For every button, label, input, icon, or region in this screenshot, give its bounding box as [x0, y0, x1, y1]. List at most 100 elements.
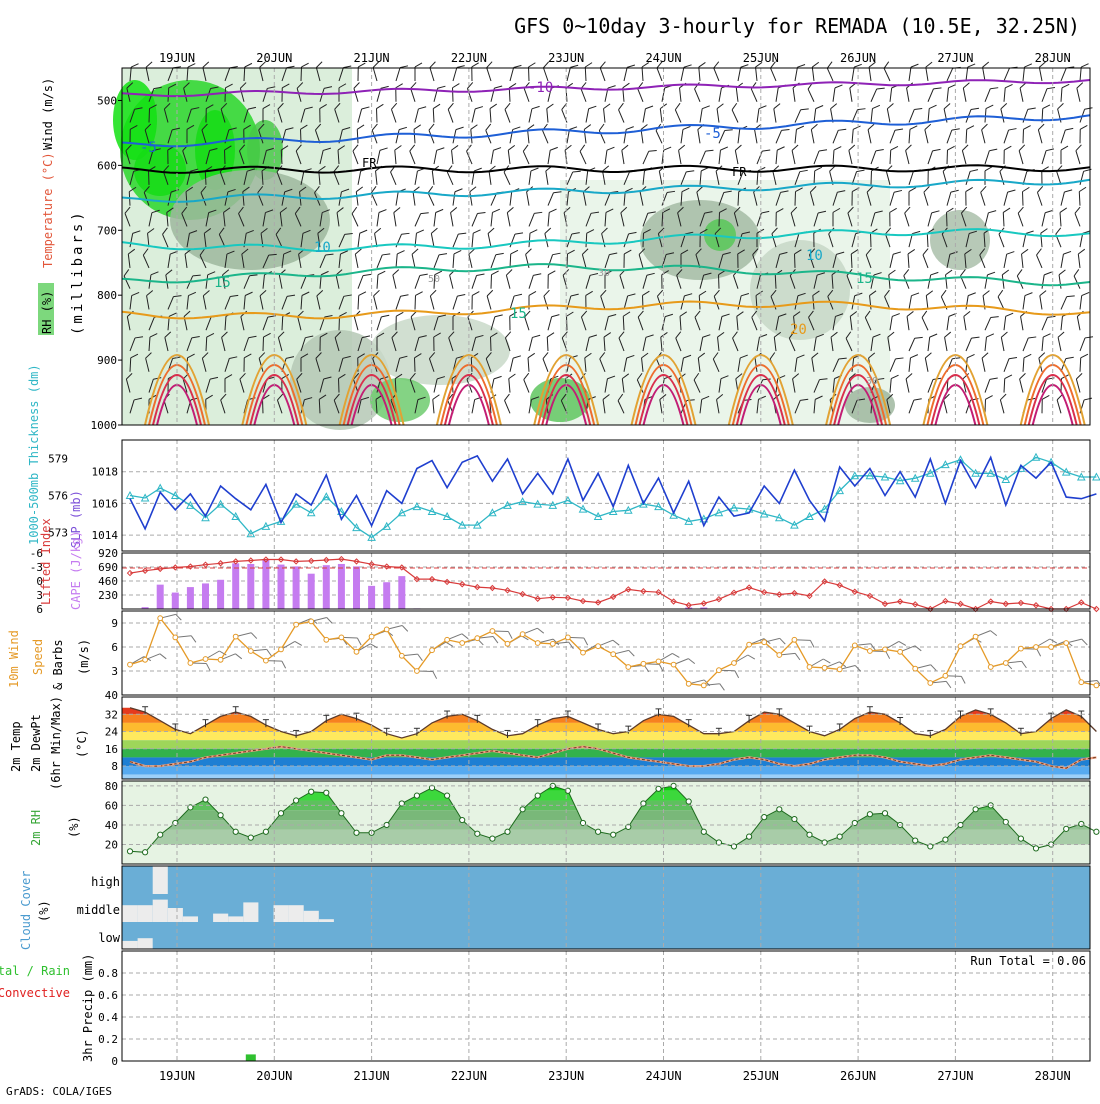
wind-speed-marker [324, 637, 329, 642]
temp-label-b: 2m DewPt [29, 714, 43, 772]
y-tick-label: 3 [111, 665, 118, 678]
y-tick-label: 6 [111, 641, 118, 654]
wind-speed-marker [218, 657, 223, 662]
rh-label: 2m RH [29, 810, 43, 846]
date-top-3: 22JUN [451, 51, 487, 65]
wind10-barb [915, 664, 936, 676]
wind-speed-marker [626, 665, 631, 670]
barb-flag [659, 664, 663, 671]
rh-marker [747, 834, 752, 839]
rh-marker [1003, 819, 1008, 824]
cape-bar [338, 564, 345, 609]
contour-label-15c: 15 [856, 271, 873, 287]
y-tick-label: 60 [105, 799, 118, 812]
precip-grid [122, 951, 1090, 1061]
wind10-grid [122, 611, 1090, 695]
rh-marker [701, 829, 706, 834]
cloud-block [138, 938, 153, 949]
barb-flag [429, 62, 437, 68]
wind-speed-marker [928, 681, 933, 686]
barb-flag [915, 644, 921, 652]
wind-speed-marker [173, 635, 178, 640]
wind10-barb [719, 670, 739, 678]
wind-speed-marker [1049, 645, 1054, 650]
barb-flag [629, 649, 635, 657]
wind-speed-marker [505, 641, 510, 646]
cape-bar [157, 585, 164, 609]
cape-bar [383, 582, 390, 609]
wind-speed-marker [656, 659, 661, 664]
barb-flag [886, 652, 890, 659]
barb-flag [418, 654, 423, 661]
y-tick-label: 900 [97, 354, 117, 367]
wind-speed-marker [807, 665, 812, 670]
rh-label-50: 50 [428, 274, 440, 285]
rh-marker [339, 811, 344, 816]
barb-flag [613, 639, 619, 647]
barb-flag [826, 62, 834, 69]
barb-flag [235, 652, 241, 660]
date-bottom-7: 26JUN [840, 1069, 876, 1083]
y-tick-label: 40 [105, 819, 118, 832]
y-tick-label: 920 [98, 547, 118, 560]
wind-speed-marker [399, 653, 404, 658]
cloud-tick-middle: middle [77, 903, 120, 917]
slp-frame [122, 440, 1090, 551]
barb-flag [584, 638, 588, 645]
date-top-7: 26JUN [840, 51, 876, 65]
cape-bar [323, 565, 330, 609]
cape-bar [398, 576, 405, 609]
wind-speed-marker [248, 649, 253, 654]
contour-label-fr: FR [362, 156, 377, 170]
y-tick-label: 9 [111, 617, 118, 630]
barb-flag [508, 632, 512, 639]
slp-line [130, 456, 1096, 529]
wind10-barb [810, 657, 831, 673]
upper-rh-label: RH (%) [40, 291, 54, 334]
barb-flag [982, 62, 990, 67]
cape-bar [262, 559, 269, 609]
slp-grid [122, 440, 1090, 551]
date-bottom-5: 24JUN [645, 1069, 681, 1083]
temp-band [122, 775, 1090, 779]
rh-labels: 2m RH (%) [29, 810, 81, 846]
wind10-barb [492, 631, 512, 639]
wind10-barb [236, 632, 257, 644]
barb-flag [720, 683, 725, 690]
date-bottom-8: 27JUN [937, 1069, 973, 1083]
wind-speed-marker [566, 635, 571, 640]
wind-speed-marker [1003, 661, 1008, 666]
y-tick-label: 800 [97, 289, 117, 302]
wind10-barb [206, 649, 227, 665]
rh-marker [354, 830, 359, 835]
wind10-barb [825, 660, 846, 674]
cloud-block [319, 919, 334, 922]
cape-bar [187, 587, 194, 609]
wind-speed-marker [1034, 645, 1039, 650]
rh-marker [656, 786, 661, 791]
upper-wind-label: Wind (m/s) [41, 78, 55, 150]
wind10-barb [130, 655, 151, 671]
wind-speed-marker [430, 648, 435, 653]
barb-flag [961, 676, 965, 683]
contour-label-minus5: -5 [140, 140, 157, 156]
wind-speed-marker [339, 635, 344, 640]
wind-speed-marker [747, 642, 752, 647]
upper-air-labels: RH (%) Temperature (°C) Wind (m/s) (mill… [38, 78, 86, 335]
rh-label-30: 30 [598, 268, 610, 279]
rh-marker [278, 811, 283, 816]
wind10-frame [122, 611, 1090, 695]
y-tick-label: 32 [105, 708, 118, 721]
y-tick-label: 576 [48, 490, 68, 503]
barb-flag [1081, 63, 1088, 68]
wind-speed-marker [550, 641, 555, 646]
chart-title: GFS 0~10day 3-hourly for REMADA (10.5E, … [514, 14, 1080, 38]
temp-band [122, 706, 1090, 715]
wind-speed-marker [581, 650, 586, 655]
barb-flag [585, 63, 592, 67]
precip-tick-labels: 00.20.40.60.8 [98, 967, 118, 1068]
cloud-block [168, 908, 183, 922]
